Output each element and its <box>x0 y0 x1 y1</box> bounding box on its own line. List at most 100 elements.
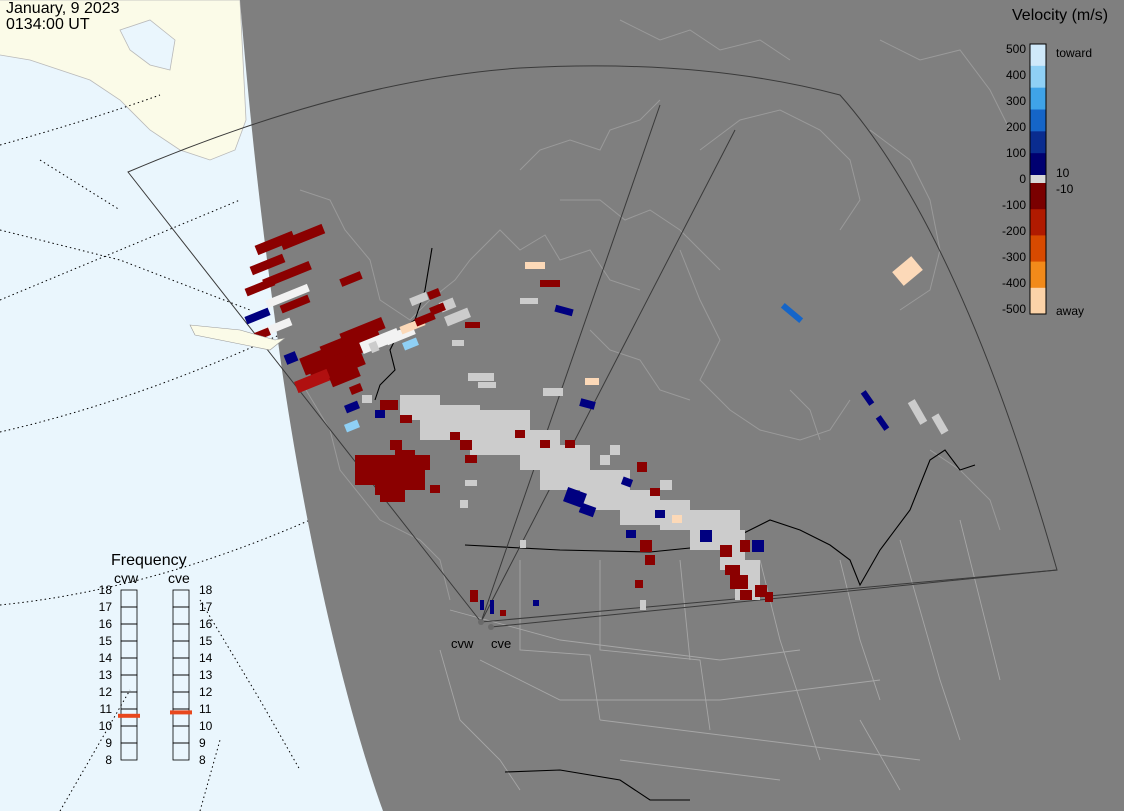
legend-tick-label: -100 <box>1002 198 1026 212</box>
velocity-cell <box>892 256 923 286</box>
velocity-cell <box>672 515 682 523</box>
frequency-label-right: 16 <box>199 617 213 631</box>
velocity-cell <box>254 230 296 256</box>
velocity-cell <box>533 600 539 606</box>
velocity-cell <box>380 490 405 502</box>
frequency-label-left: 13 <box>99 668 113 682</box>
velocity-cell <box>752 540 764 552</box>
legend-color-cell <box>1030 235 1046 263</box>
velocity-cell <box>375 410 385 418</box>
velocity-cell <box>329 366 361 388</box>
velocity-cell <box>402 337 419 351</box>
frequency-cell <box>172 742 190 761</box>
velocity-cell <box>279 223 326 251</box>
frequency-label-right: 10 <box>199 719 213 733</box>
velocity-cell <box>400 415 412 423</box>
velocity-cell <box>265 283 310 309</box>
velocity-cell <box>465 455 477 463</box>
header-time: 0134:00 UT <box>6 16 90 33</box>
velocity-cell <box>294 368 331 394</box>
velocity-cell <box>875 415 890 431</box>
velocity-cell <box>637 462 647 472</box>
legend-tick-label: 300 <box>1006 94 1026 108</box>
velocity-cell <box>730 575 748 589</box>
station-label-cve: cve <box>491 636 511 651</box>
frequency-label-right: 14 <box>199 651 213 665</box>
velocity-cell <box>339 317 386 345</box>
velocity-cell <box>470 590 478 602</box>
legend-tick-label: 0 <box>1019 172 1026 186</box>
velocity-cell <box>578 502 597 518</box>
legend-zero-band <box>1030 175 1046 183</box>
velocity-cell <box>540 280 560 287</box>
velocity-cell <box>249 253 286 276</box>
frequency-label-left: 10 <box>99 719 113 733</box>
velocity-cell <box>725 565 740 575</box>
graticule <box>0 94 311 811</box>
velocity-cell <box>635 580 643 588</box>
velocity-cell <box>380 400 398 410</box>
daylight-land <box>0 0 246 160</box>
velocity-cell <box>585 378 599 385</box>
legend-minus10-label: -10 <box>1056 182 1074 196</box>
frequency-label-left: 11 <box>100 702 113 716</box>
velocity-cell <box>931 413 949 435</box>
legend-toward-label: toward <box>1056 46 1092 60</box>
frequency-scale: 18 18 17 17 16 16 15 15 14 14 13 13 12 12 11 11 10 10 9 9 8 8 <box>99 583 213 767</box>
legend-tick-label: 100 <box>1006 146 1026 160</box>
velocity-cell <box>740 590 752 600</box>
velocity-cell <box>540 440 550 448</box>
frequency-label-right: 11 <box>199 702 212 716</box>
frequency-label-right: 13 <box>199 668 213 682</box>
frequency-label-right: 12 <box>199 685 213 699</box>
velocity-cell <box>344 419 360 433</box>
frequency-marker-cvw <box>118 713 140 718</box>
velocity-cell <box>465 480 477 486</box>
legend-color-cell <box>1030 261 1046 289</box>
velocity-cell <box>480 600 484 610</box>
frequency-label-left: 12 <box>99 685 113 699</box>
legend-tick-label: 500 <box>1006 42 1026 56</box>
velocity-cell <box>520 540 526 548</box>
frequency-radar-cve: cve <box>168 570 190 586</box>
velocity-cell <box>465 322 480 328</box>
velocity-cell <box>520 298 538 304</box>
velocity-cell <box>655 510 665 518</box>
station-marker-cve <box>488 624 494 630</box>
legend-color-cell <box>1030 131 1046 154</box>
velocity-cell <box>429 302 446 316</box>
velocity-cell <box>860 390 875 406</box>
frequency-label-right: 18 <box>199 583 213 597</box>
frequency-label-left: 17 <box>99 600 113 614</box>
velocity-cell <box>414 311 436 327</box>
frequency-label-left: 18 <box>99 583 113 597</box>
frequency-title: Frequency <box>111 552 187 569</box>
velocity-cell <box>525 262 545 269</box>
legend-tick-label: 400 <box>1006 68 1026 82</box>
velocity-cell <box>426 288 442 300</box>
legend-color-cell <box>1030 287 1046 315</box>
velocity-cell <box>543 388 563 396</box>
legend-ticks: 500 400 300 200 100 0 -100 -200 -300 -400 -500 <box>1002 42 1026 316</box>
velocity-cell <box>755 585 767 597</box>
velocity-cell <box>450 432 460 440</box>
legend-tick-label: -300 <box>1002 250 1026 264</box>
frequency-label-left: 8 <box>105 753 112 767</box>
night-region <box>240 0 1124 811</box>
velocity-cell <box>460 440 472 450</box>
velocity-cell <box>444 307 471 327</box>
legend-plus10-label: 10 <box>1056 166 1070 180</box>
velocity-cell <box>348 383 364 395</box>
velocity-cell <box>554 304 574 317</box>
velocity-cell <box>390 440 402 450</box>
velocity-cell <box>490 600 494 614</box>
frequency-radar-cvw: cvw <box>114 570 139 586</box>
legend-away-label: away <box>1056 304 1084 318</box>
velocity-cell <box>720 545 732 557</box>
legend-color-cell <box>1030 183 1046 210</box>
internal-borders <box>439 519 1001 791</box>
frequency-label-left: 15 <box>99 634 113 648</box>
velocity-legend: Velocity (m/s) 500 400 300 200 100 0 -100 -200 -… <box>1002 7 1108 318</box>
